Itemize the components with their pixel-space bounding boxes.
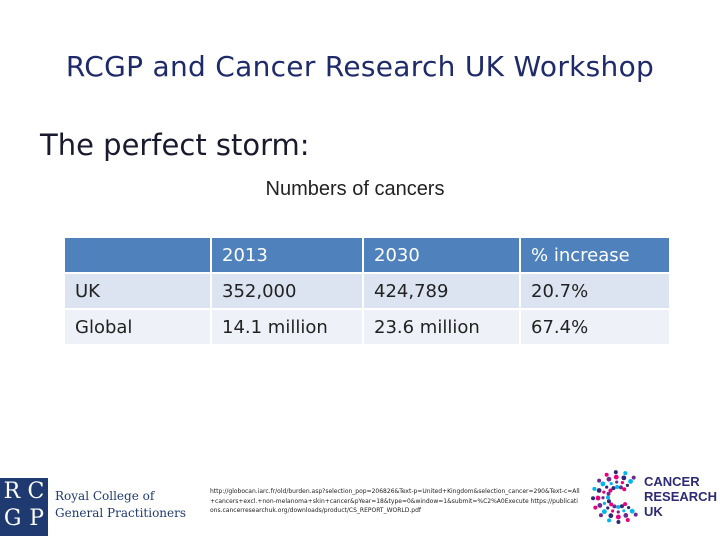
- cruk-dot: [606, 506, 610, 510]
- header-cell-2030: 2030: [364, 238, 521, 272]
- slide-subtitle: The perfect storm:: [40, 128, 310, 162]
- cruk-dot: [613, 474, 619, 480]
- cruk-dot: [606, 495, 611, 500]
- cruk-dot: [608, 488, 613, 493]
- cruk-dot: [622, 509, 626, 513]
- cruk-dot: [611, 486, 616, 491]
- cruk-dot: [616, 510, 620, 514]
- cruk-dot: [615, 480, 619, 484]
- cruk-dot: [619, 504, 624, 509]
- cruk-dot: [607, 518, 612, 523]
- cruk-dot: [600, 481, 606, 487]
- header-cell-increase: % increase: [521, 238, 671, 272]
- rcgp-letter-mark: R C G P: [0, 478, 48, 536]
- cruk-dot: [616, 504, 621, 509]
- cruk-dot: [606, 499, 611, 504]
- value-2013: 14.1 million: [212, 308, 364, 344]
- cruk-logo: CANCER RESEARCH UK: [588, 462, 718, 532]
- header-cell-2013: 2013: [212, 238, 364, 272]
- cruk-dot: [623, 502, 628, 507]
- cruk-dot: [620, 481, 624, 485]
- cruk-dot: [602, 490, 606, 494]
- cruk-dot: [596, 488, 602, 493]
- cruk-dot: [628, 479, 633, 484]
- table-header-row: 2013 2030 % increase: [65, 238, 671, 272]
- cruk-dot: [597, 503, 603, 508]
- cruk-dot: [633, 512, 638, 517]
- rcgp-name: Royal College of General Practitioners: [55, 488, 205, 522]
- cruk-dot: [623, 513, 629, 518]
- cruk-dot: [615, 485, 620, 490]
- cruk-dot: [601, 496, 605, 500]
- cruk-c-mark-icon: [591, 470, 638, 524]
- cruk-dot: [593, 505, 598, 510]
- cruk-dot: [627, 506, 631, 510]
- cruk-dot: [595, 495, 601, 501]
- cruk-word: CANCER: [644, 474, 700, 489]
- cruk-dot: [615, 514, 621, 520]
- value-increase: 20.7%: [521, 272, 671, 308]
- cruk-dot: [623, 471, 628, 476]
- cruk-word: RESEARCH: [644, 489, 717, 504]
- rcgp-letter: G: [3, 506, 22, 531]
- cruk-dot: [618, 485, 623, 490]
- cruk-dot: [591, 496, 596, 501]
- slide-title: RCGP and Cancer Research UK Workshop: [65, 50, 655, 83]
- row-label: Global: [65, 308, 212, 344]
- cruk-dot: [606, 476, 612, 482]
- value-2030: 424,789: [364, 272, 521, 308]
- rcgp-letter: P: [29, 506, 45, 531]
- rcgp-name-line: General Practitioners: [55, 506, 187, 520]
- source-references: http://globocan.iarc.fr/old/burden.asp?s…: [210, 488, 580, 514]
- cruk-dot: [612, 504, 617, 509]
- cruk-dot: [629, 508, 635, 514]
- cruk-dot: [622, 487, 627, 492]
- cruk-dot: [616, 519, 621, 524]
- value-increase: 67.4%: [521, 308, 671, 344]
- header-cell-empty: [65, 238, 212, 272]
- cruk-dot: [625, 518, 630, 523]
- value-2030: 23.6 million: [364, 308, 521, 344]
- rcgp-letter: R: [3, 479, 21, 504]
- cruk-dot: [631, 475, 636, 480]
- cruk-dot: [597, 478, 602, 483]
- cruk-dot: [609, 502, 614, 507]
- cruk-dot: [602, 501, 607, 505]
- cruk-word: UK: [644, 504, 663, 519]
- table-row: UK 352,000 424,789 20.7%: [65, 272, 671, 308]
- cancer-numbers-table: 2013 2030 % increase UK 352,000 424,789 …: [65, 238, 671, 344]
- cruk-dot: [625, 483, 630, 487]
- cruk-dot: [609, 482, 613, 486]
- cruk-dot: [605, 485, 609, 489]
- cruk-wordmark: CANCER RESEARCH UK: [644, 474, 717, 519]
- cruk-dot: [606, 491, 611, 496]
- rcgp-name-line: Royal College of: [55, 489, 155, 503]
- cruk-dot: [611, 509, 615, 513]
- cruk-dot: [598, 513, 603, 518]
- cruk-dot: [621, 475, 627, 481]
- table-row: Global 14.1 million 23.6 million 67.4%: [65, 308, 671, 344]
- table-caption: Numbers of cancers: [265, 178, 445, 200]
- value-2013: 352,000: [212, 272, 364, 308]
- rcgp-logo: R C G P Royal College of General Practit…: [0, 478, 200, 538]
- cruk-dot: [613, 470, 618, 475]
- row-label: UK: [65, 272, 212, 308]
- cruk-dot: [608, 513, 614, 519]
- rcgp-letter: C: [27, 479, 45, 504]
- cruk-dot: [604, 472, 609, 477]
- cruk-dot: [601, 509, 607, 515]
- cruk-dot: [592, 486, 597, 491]
